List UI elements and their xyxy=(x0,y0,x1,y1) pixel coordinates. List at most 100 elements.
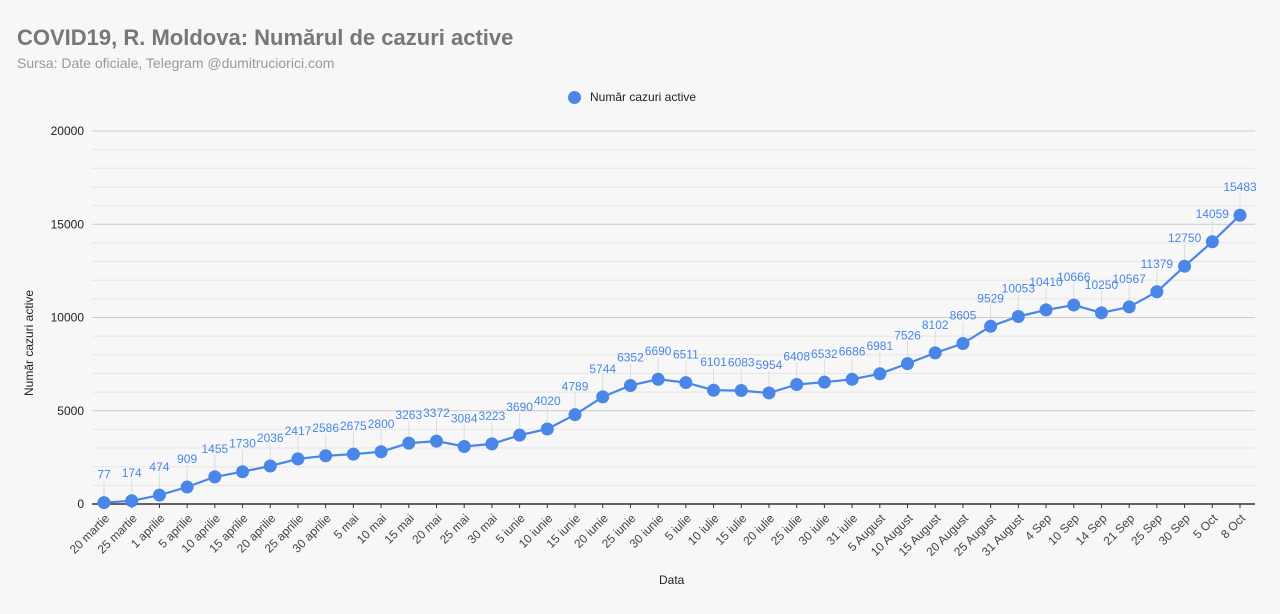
y-tick-label: 10000 xyxy=(51,311,85,325)
data-point xyxy=(984,319,998,333)
data-label: 174 xyxy=(122,466,142,480)
data-label: 10053 xyxy=(1002,282,1036,296)
y-tick-labels: 0 5000 10000 15000 20000 xyxy=(51,124,85,511)
x-tick-label: 30 mai xyxy=(465,511,500,546)
data-label: 10567 xyxy=(1112,272,1146,286)
data-label: 2586 xyxy=(312,421,339,435)
data-point xyxy=(374,445,388,459)
data-label: 9529 xyxy=(977,291,1004,305)
data-label: 10666 xyxy=(1057,270,1091,284)
data-label: 11379 xyxy=(1141,257,1174,271)
legend: Număr cazuri active xyxy=(568,90,696,104)
data-label: 474 xyxy=(149,460,169,474)
data-label: 5744 xyxy=(589,362,616,376)
legend-marker xyxy=(568,90,581,104)
chart-subtitle: Sursa: Date oficiale, Telegram @dumitruc… xyxy=(17,55,335,71)
data-label: 3084 xyxy=(451,411,478,425)
data-label: 909 xyxy=(177,452,197,466)
x-axis-title: Data xyxy=(659,573,685,587)
data-point xyxy=(679,376,693,390)
data-point xyxy=(152,488,166,502)
data-point xyxy=(263,459,277,473)
data-point xyxy=(125,494,139,508)
data-label: 12750 xyxy=(1168,231,1202,245)
data-label: 8102 xyxy=(922,318,949,332)
data-label: 1455 xyxy=(201,442,228,456)
data-point xyxy=(1122,300,1136,314)
data-point xyxy=(291,452,305,466)
data-point xyxy=(817,375,831,389)
data-label: 2417 xyxy=(285,424,312,438)
x-tick-label: 15 mai xyxy=(382,511,417,546)
chart-title: COVID19, R. Moldova: Numărul de cazuri a… xyxy=(17,25,514,50)
x-tick-label: 25 mai xyxy=(437,511,472,546)
data-label: 2800 xyxy=(368,417,395,431)
data-point xyxy=(1205,235,1219,249)
data-label: 77 xyxy=(97,468,111,482)
data-label: 6352 xyxy=(617,351,644,365)
data-point xyxy=(429,434,443,448)
data-label: 10250 xyxy=(1085,278,1119,292)
data-point xyxy=(707,383,721,397)
data-label: 6690 xyxy=(645,344,672,358)
data-label: 15483 xyxy=(1223,180,1257,194)
data-label: 6408 xyxy=(783,349,810,363)
data-point xyxy=(457,439,471,453)
data-point xyxy=(762,386,776,400)
data-point xyxy=(346,447,360,461)
data-point xyxy=(568,408,582,422)
data-label: 10410 xyxy=(1029,275,1063,289)
data-point xyxy=(180,480,194,494)
y-tick-label: 15000 xyxy=(51,217,85,231)
x-tick-label: 8 Oct xyxy=(1218,511,1249,542)
data-point xyxy=(97,496,111,510)
data-point xyxy=(928,346,942,360)
major-gridlines xyxy=(92,130,1255,505)
data-point xyxy=(540,422,554,436)
data-point xyxy=(402,436,416,450)
x-tick-label: 20 mai xyxy=(409,511,444,546)
data-label: 5954 xyxy=(756,358,783,372)
data-label: 7526 xyxy=(894,329,921,343)
data-point xyxy=(1067,298,1081,312)
data-label: 8605 xyxy=(950,309,977,323)
data-point xyxy=(1233,208,1247,222)
data-point xyxy=(873,367,887,381)
data-label: 6511 xyxy=(673,348,699,362)
data-label: 14059 xyxy=(1196,207,1230,221)
minor-gridlines xyxy=(92,149,1255,486)
y-tick-label: 5000 xyxy=(57,404,84,418)
data-point xyxy=(319,449,333,463)
x-tick-label: 30 Sep xyxy=(1156,511,1193,548)
data-point xyxy=(1039,303,1053,317)
data-label: 1730 xyxy=(229,437,256,451)
data-points xyxy=(97,208,1247,510)
x-tick-label: 10 mai xyxy=(354,511,389,546)
data-label: 3372 xyxy=(423,406,450,420)
data-label: 6686 xyxy=(839,344,866,358)
data-point xyxy=(485,437,499,451)
x-tick-label: 5 Oct xyxy=(1190,511,1221,542)
data-point xyxy=(1094,306,1108,320)
data-point xyxy=(1178,259,1192,273)
data-point xyxy=(1011,310,1025,324)
y-tick-label: 0 xyxy=(77,497,84,511)
data-point xyxy=(651,372,665,386)
data-label: 2675 xyxy=(340,419,367,433)
data-label: 4020 xyxy=(534,394,561,408)
data-label: 4789 xyxy=(562,380,589,394)
data-point xyxy=(790,377,804,391)
data-point xyxy=(596,390,610,404)
data-point xyxy=(623,379,637,393)
data-label: 3263 xyxy=(395,408,422,422)
data-label: 6981 xyxy=(866,339,893,353)
data-label: 6101 xyxy=(700,355,727,369)
data-point xyxy=(1150,285,1164,299)
y-tick-label: 20000 xyxy=(51,124,85,138)
data-point xyxy=(236,465,250,479)
data-point xyxy=(513,428,527,442)
data-point xyxy=(956,337,970,351)
